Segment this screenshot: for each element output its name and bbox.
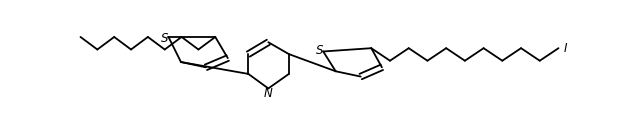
Text: I: I [563,42,567,55]
Text: S: S [161,32,168,45]
Text: S: S [316,44,323,57]
Text: N: N [264,87,273,100]
